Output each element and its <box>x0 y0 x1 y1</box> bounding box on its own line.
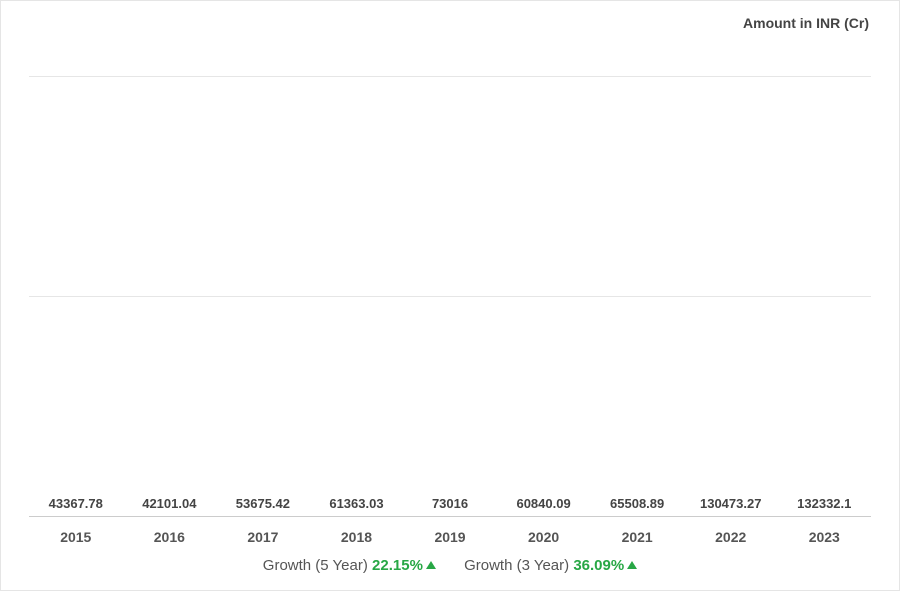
x-tick-label: 2017 <box>216 521 310 547</box>
x-tick-label: 2020 <box>497 521 591 547</box>
bar-slot: 73016 <box>403 496 497 517</box>
bar-value-label: 132332.1 <box>797 496 851 511</box>
bar-value-label: 65508.89 <box>610 496 664 511</box>
x-tick-label: 2015 <box>29 521 123 547</box>
x-tick-label: 2018 <box>310 521 404 547</box>
x-tick-label: 2016 <box>123 521 217 547</box>
growth-3yr: Growth (3 Year) 36.09% <box>464 557 637 574</box>
up-arrow-icon <box>426 561 436 569</box>
bar-slot: 61363.03 <box>310 496 404 517</box>
bar-value-label: 43367.78 <box>49 496 103 511</box>
unit-label: Amount in INR (Cr) <box>25 15 875 31</box>
bar-slot: 130473.27 <box>684 496 778 517</box>
bar-value-label: 73016 <box>432 496 468 511</box>
plot-region: 43367.78 42101.04 53675.42 61363.03 73016 608… <box>29 77 871 517</box>
x-tick-label: 2022 <box>684 521 778 547</box>
bar-value-label: 42101.04 <box>142 496 196 511</box>
growth-3yr-value: 36.09% <box>573 557 624 574</box>
growth-3yr-label: Growth (3 Year) <box>464 557 569 574</box>
growth-footer: Growth (5 Year) 22.15% Growth (3 Year) 3… <box>25 547 875 578</box>
bar-slot: 43367.78 <box>29 496 123 517</box>
bar-value-label: 53675.42 <box>236 496 290 511</box>
bar-slot: 42101.04 <box>123 496 217 517</box>
bars-group: 43367.78 42101.04 53675.42 61363.03 73016 608… <box>29 77 871 517</box>
bar-slot: 53675.42 <box>216 496 310 517</box>
chart-container: Amount in INR (Cr) 43367.78 42101.04 53675… <box>0 0 900 591</box>
bar-slot: 132332.1 <box>778 496 872 517</box>
growth-5yr-label: Growth (5 Year) <box>263 557 368 574</box>
growth-5yr: Growth (5 Year) 22.15% <box>263 557 436 574</box>
x-axis: 201520162017201820192020202120222023 <box>29 521 871 547</box>
growth-5yr-value: 22.15% <box>372 557 423 574</box>
bar-value-label: 60840.09 <box>516 496 570 511</box>
x-tick-label: 2023 <box>778 521 872 547</box>
bar-value-label: 61363.03 <box>329 496 383 511</box>
x-tick-label: 2021 <box>590 521 684 547</box>
bar-slot: 60840.09 <box>497 496 591 517</box>
x-tick-label: 2019 <box>403 521 497 547</box>
bar-value-label: 130473.27 <box>700 496 761 511</box>
bar-slot: 65508.89 <box>590 496 684 517</box>
up-arrow-icon <box>627 561 637 569</box>
chart-area: 43367.78 42101.04 53675.42 61363.03 73016 608… <box>29 57 871 547</box>
